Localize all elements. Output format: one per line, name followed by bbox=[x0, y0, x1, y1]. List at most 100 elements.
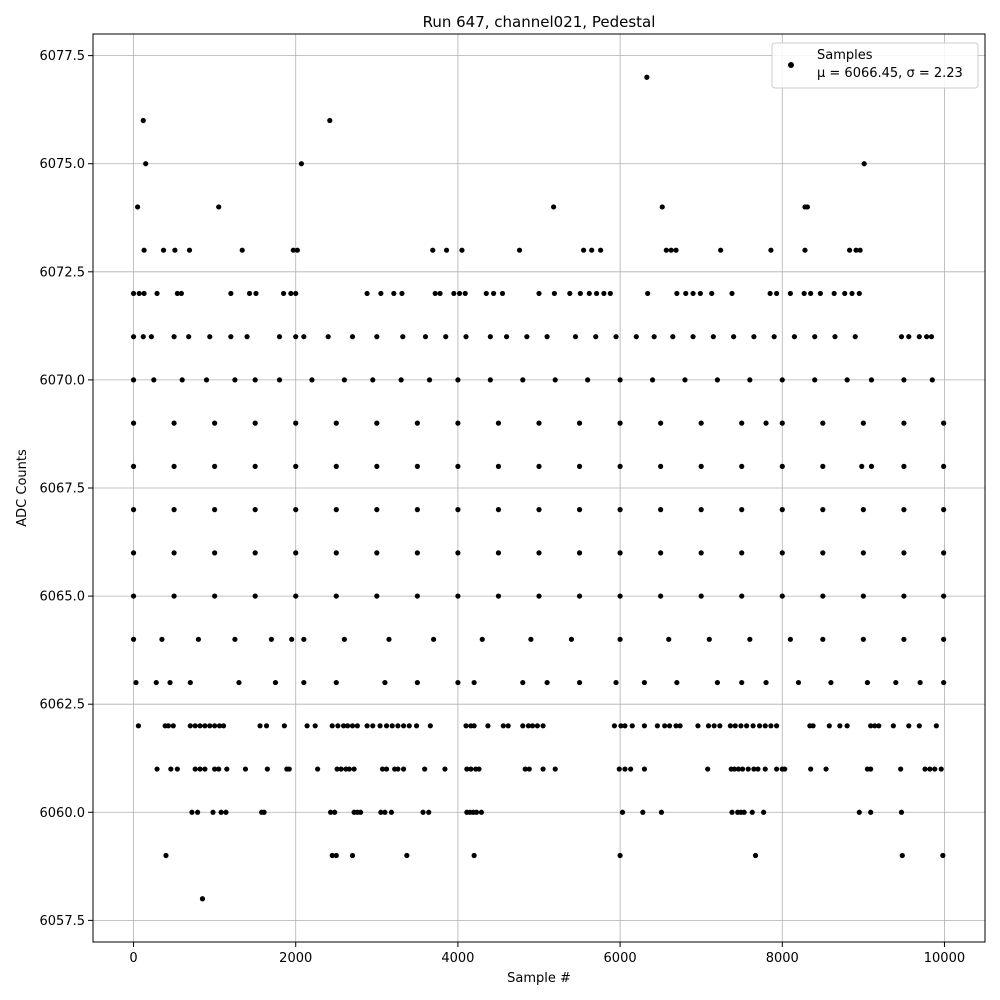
data-point-0-451 bbox=[801, 290, 807, 297]
data-point-0-34 bbox=[640, 809, 646, 815]
data-point-0-411 bbox=[141, 290, 147, 297]
data-point-0-280 bbox=[374, 507, 380, 513]
data-point-0-125 bbox=[349, 723, 356, 729]
data-point-0-410 bbox=[136, 290, 142, 297]
data-point-0-225 bbox=[706, 636, 712, 642]
data-point-0-403 bbox=[852, 334, 858, 340]
data-point-0-177 bbox=[872, 723, 878, 729]
data-point-0-59 bbox=[334, 766, 340, 772]
x-tick-label-1: 2000 bbox=[279, 951, 312, 966]
data-point-0-434 bbox=[551, 290, 558, 297]
data-point-0-267 bbox=[698, 550, 704, 556]
data-point-0-296 bbox=[171, 463, 177, 469]
data-point-0-333 bbox=[763, 420, 769, 426]
data-point-0-123 bbox=[340, 723, 347, 729]
data-point-0-239 bbox=[414, 593, 420, 599]
data-point-0-326 bbox=[495, 420, 502, 426]
data-point-0-194 bbox=[471, 679, 477, 686]
y-tick-label-1: 6060.0 bbox=[40, 806, 86, 821]
data-point-0-293 bbox=[901, 507, 907, 513]
data-point-0-362 bbox=[812, 377, 818, 383]
x-axis-ticks: 0 2000 4000 6000 8000 10000 bbox=[129, 942, 965, 966]
data-point-0-175 bbox=[844, 723, 850, 729]
data-point-0-406 bbox=[916, 334, 922, 340]
data-point-0-440 bbox=[607, 290, 613, 297]
data-point-0-276 bbox=[212, 507, 218, 513]
data-point-0-243 bbox=[576, 593, 583, 599]
data-point-0-384 bbox=[463, 334, 469, 340]
data-point-0-43 bbox=[868, 809, 874, 815]
data-point-0-381 bbox=[400, 334, 406, 340]
data-point-0-179 bbox=[890, 723, 896, 729]
data-point-0-65 bbox=[383, 766, 390, 772]
data-point-0-481 bbox=[135, 204, 141, 210]
data-point-0-281 bbox=[414, 507, 420, 513]
data-point-0-236 bbox=[293, 593, 299, 599]
data-point-0-369 bbox=[148, 334, 154, 340]
data-point-0-82 bbox=[641, 766, 648, 772]
data-point-0-339 bbox=[130, 377, 137, 383]
data-point-0-483 bbox=[550, 204, 557, 210]
data-point-0-164 bbox=[738, 723, 744, 729]
data-point-0-263 bbox=[536, 550, 542, 556]
data-point-0-277 bbox=[252, 507, 258, 513]
data-point-0-342 bbox=[203, 377, 210, 383]
data-point-0-9 bbox=[899, 852, 905, 859]
data-point-0-170 bbox=[773, 723, 780, 729]
data-point-0-67 bbox=[395, 766, 401, 772]
data-point-0-489 bbox=[861, 161, 867, 167]
data-point-0-256 bbox=[252, 550, 258, 556]
data-point-0-431 bbox=[490, 290, 497, 297]
data-point-0-258 bbox=[333, 550, 339, 556]
data-point-0-94 bbox=[782, 766, 788, 772]
data-point-0-1 bbox=[163, 852, 169, 859]
data-point-0-136 bbox=[427, 723, 433, 729]
data-point-0-265 bbox=[617, 550, 623, 556]
data-point-0-432 bbox=[499, 290, 506, 297]
data-point-0-345 bbox=[276, 377, 283, 383]
data-point-0-210 bbox=[130, 636, 137, 642]
data-point-0-42 bbox=[856, 809, 862, 815]
data-point-0-127 bbox=[364, 723, 370, 729]
data-point-0-317 bbox=[130, 420, 137, 426]
data-point-0-126 bbox=[354, 723, 360, 729]
data-point-0-11 bbox=[189, 809, 195, 815]
data-point-0-39 bbox=[741, 809, 747, 815]
data-point-0-319 bbox=[212, 420, 218, 426]
data-point-0-237 bbox=[333, 593, 339, 599]
data-point-0-108 bbox=[187, 723, 193, 729]
data-point-0-229 bbox=[860, 636, 866, 642]
data-point-0-240 bbox=[455, 593, 461, 599]
data-point-0-249 bbox=[820, 593, 826, 599]
data-point-0-291 bbox=[820, 507, 826, 513]
data-point-0-392 bbox=[633, 334, 639, 340]
data-point-0-173 bbox=[826, 723, 832, 729]
data-point-0-163 bbox=[732, 723, 738, 729]
data-point-0-189 bbox=[301, 679, 307, 686]
data-point-0-416 bbox=[246, 290, 253, 297]
data-point-0-172 bbox=[810, 723, 816, 729]
data-point-0-470 bbox=[589, 247, 595, 253]
data-point-0-14 bbox=[218, 809, 224, 815]
data-point-0-315 bbox=[901, 463, 907, 469]
data-point-0-358 bbox=[682, 377, 688, 383]
data-point-0-245 bbox=[658, 593, 664, 599]
data-point-0-159 bbox=[705, 723, 712, 729]
data-point-0-297 bbox=[212, 463, 218, 469]
data-point-0-248 bbox=[779, 593, 785, 599]
data-point-0-448 bbox=[767, 290, 773, 297]
data-point-0-92 bbox=[773, 766, 780, 772]
data-point-0-149 bbox=[618, 723, 624, 729]
data-point-0-232 bbox=[130, 593, 137, 599]
data-point-0-285 bbox=[576, 507, 583, 513]
data-point-0-331 bbox=[698, 420, 704, 426]
data-point-0-116 bbox=[257, 723, 263, 729]
data-point-0-228 bbox=[820, 636, 826, 642]
data-point-0-4 bbox=[349, 852, 356, 859]
data-point-0-378 bbox=[325, 334, 331, 340]
data-point-0-226 bbox=[747, 636, 753, 642]
data-point-0-324 bbox=[414, 420, 420, 426]
data-point-0-238 bbox=[374, 593, 380, 599]
data-point-0-70 bbox=[442, 766, 448, 772]
data-point-0-121 bbox=[329, 723, 335, 729]
